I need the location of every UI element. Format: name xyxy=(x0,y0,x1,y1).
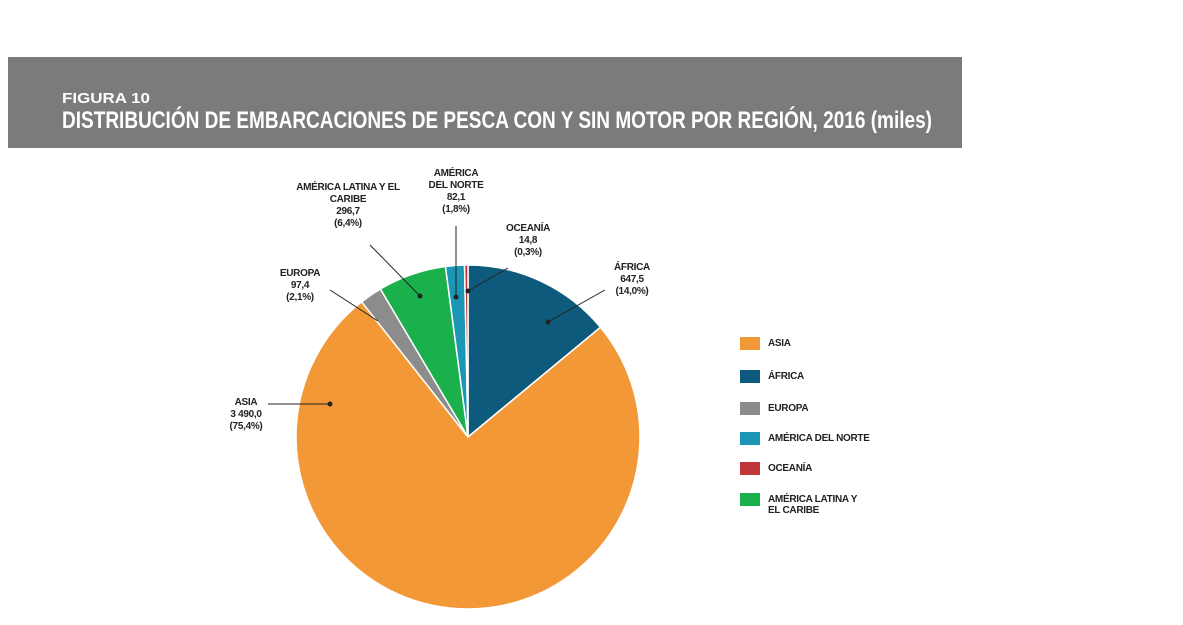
leader-dot xyxy=(453,294,459,300)
slice-value: 3 490,0 xyxy=(230,409,262,420)
slice-percent: (0,3%) xyxy=(514,247,542,258)
legend-label: ASIA xyxy=(768,338,791,349)
legend-swatch xyxy=(740,370,760,383)
slice-name: AMÉRICA LATINA Y EL CARIBE xyxy=(296,182,400,205)
legend-label: ÁFRICA xyxy=(768,371,804,382)
slice-value: 14,8 xyxy=(518,235,538,246)
leader-line xyxy=(547,289,606,323)
slice-value: 296,7 xyxy=(336,206,360,217)
slice-name: ASIA xyxy=(234,397,258,408)
legend-label: EUROPA xyxy=(768,403,809,414)
leader-line xyxy=(467,267,509,292)
pie-slice xyxy=(295,300,641,610)
slice-label: ÁFRICA 647,5 (14,0%) xyxy=(600,262,664,298)
legend-label: AMÉRICA DEL NORTE xyxy=(768,433,870,444)
slice-percent: (75,4%) xyxy=(229,421,263,432)
leader-dot xyxy=(465,288,471,294)
legend-swatch xyxy=(740,337,760,350)
slice-value: 97,4 xyxy=(290,280,310,291)
legend-label: AMÉRICA LATINA Y EL CARIBE xyxy=(768,494,857,516)
legend-swatch xyxy=(740,432,760,445)
leader-dot xyxy=(545,319,551,325)
slice-value: 647,5 xyxy=(620,274,644,285)
slice-label: EUROPA 97,4 (2,1%) xyxy=(270,268,330,304)
header-band xyxy=(8,57,962,148)
legend-swatch xyxy=(740,402,760,415)
slice-percent: (14,0%) xyxy=(615,286,649,297)
slice-label: OCEANÍA 14,8 (0,3%) xyxy=(503,223,553,259)
leader-line xyxy=(369,244,421,297)
leader-line xyxy=(329,289,379,322)
slice-label: AMÉRICA LATINA Y EL CARIBE 296,7 (6,4%) xyxy=(296,182,400,230)
leader-dot xyxy=(417,293,423,299)
slice-label: AMÉRICA DEL NORTE 82,1 (1,8%) xyxy=(425,168,487,216)
legend-swatch xyxy=(740,462,760,475)
leader-dot xyxy=(327,401,333,407)
pie-slice xyxy=(467,264,602,439)
pie-slice xyxy=(463,264,469,438)
slice-name: EUROPA xyxy=(279,268,321,279)
legend-label: OCEANÍA xyxy=(768,463,813,474)
slice-percent: (1,8%) xyxy=(442,204,470,215)
slice-percent: (2,1%) xyxy=(286,292,314,303)
slice-label: ASIA 3 490,0 (75,4%) xyxy=(216,397,276,433)
slice-name: ÁFRICA xyxy=(614,262,650,273)
slice-name: OCEANÍA xyxy=(505,223,550,234)
slice-name: AMÉRICA DEL NORTE xyxy=(428,168,484,191)
slice-value: 82,1 xyxy=(446,192,466,203)
legend-swatch xyxy=(740,493,760,506)
figure-label: FIGURA 10 xyxy=(62,90,150,107)
slice-percent: (6,4%) xyxy=(334,218,362,229)
chart-title: DISTRIBUCIÓN DE EMBARCACIONES DE PESCA C… xyxy=(62,106,932,134)
